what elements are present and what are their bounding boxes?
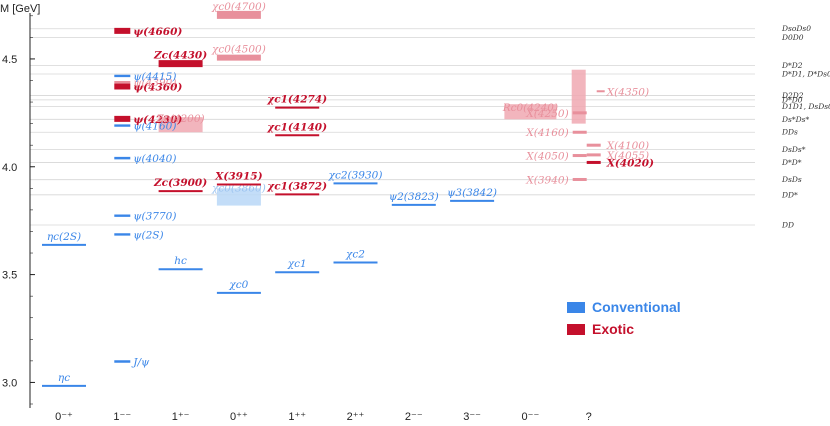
state-label: Zc(4430) (153, 50, 207, 62)
state-label: χc1 (287, 258, 307, 270)
category-label: 3⁻⁻ (463, 411, 481, 423)
threshold-label: D*D1, D*Ds0 (781, 70, 830, 79)
state-label: X(4050) (525, 151, 568, 163)
threshold-label: D0D0 (781, 33, 804, 42)
state-label: X(4020) (606, 157, 654, 169)
threshold-label: D*D2 (781, 61, 803, 70)
category-label: 0⁺⁺ (230, 411, 248, 423)
threshold-label: DD* (781, 190, 798, 199)
state-label: Rc0(4240) (502, 102, 558, 114)
state-band (504, 104, 557, 120)
state-label: ψ(2S) (133, 229, 163, 241)
state-label: ψ(4040) (133, 153, 176, 165)
state-label: X(4350) (606, 86, 649, 98)
legend-label: Conventional (592, 299, 681, 315)
y-axis: M [GeV] 3.0 3.5 4.0 4.5 (0, 3, 40, 408)
state-label: χc0 (228, 279, 248, 291)
state-label: X(4055) (606, 150, 649, 162)
category-label: 0⁻⁻ (522, 411, 540, 423)
state-levels: ηcηc(2S)J/ψψ(2S)ψ(3770)ψ(4040)ψ(4160)ψ(4… (42, 1, 654, 387)
threshold-label: D1D1, DsDs0 (781, 102, 830, 111)
state-label: ψ(4160) (133, 121, 176, 133)
state-band (571, 69, 586, 124)
legend-swatch (567, 302, 585, 313)
threshold-label: D2D2 (781, 91, 804, 100)
threshold-label: DsoDs0 (781, 24, 811, 33)
state-label: ψ(4660) (133, 26, 182, 38)
threshold-label: D*D0 (781, 95, 803, 104)
state-label: J/ψ (131, 357, 150, 369)
state-label: X(4100) (606, 140, 649, 152)
state-label: χc1(4140) (266, 121, 327, 133)
x-axis: 0⁻⁺ 1⁻⁻ 1⁺⁻ 0⁺⁺ 1⁺⁺ 2⁺⁺ 2⁻⁻ 3⁻⁻ 0⁻⁻? (55, 411, 592, 423)
state-label: X(3940) (525, 174, 568, 186)
state-label: Zc(3900) (153, 177, 207, 189)
threshold-label: Ds*Ds* (781, 115, 809, 124)
state-label: χc2(3930) (328, 169, 383, 181)
category-label: 1⁺⁻ (172, 411, 190, 423)
threshold-label: DD (781, 220, 794, 229)
state-label: χc0(3860) (211, 183, 266, 195)
category-label: 2⁻⁻ (405, 411, 423, 423)
state-label: ψ2(3823) (389, 191, 439, 203)
state-label: ψ(4390) (133, 77, 176, 89)
state-label: χc1(3872) (266, 180, 327, 192)
y-tick-label: 3.0 (2, 377, 17, 389)
legend-label: Exotic (592, 321, 634, 337)
y-tick-label: 4.5 (2, 54, 17, 66)
state-label: ηc(2S) (47, 231, 81, 243)
state-label: χc0(4500) (211, 44, 266, 56)
threshold-label: D*D* (781, 158, 802, 167)
state-label: ηc (58, 372, 70, 384)
category-label: 2⁺⁺ (347, 411, 365, 423)
state-label: X(4160) (525, 127, 568, 139)
state-bands (158, 69, 586, 206)
state-label: χc2 (345, 249, 365, 261)
category-label: 1⁻⁻ (113, 411, 131, 423)
y-tick-label: 3.5 (2, 270, 17, 282)
state-label: X(4250) (525, 108, 568, 120)
legend-swatch (567, 324, 585, 335)
legend: Conventional Exotic (567, 299, 681, 337)
category-label: 0⁻⁺ (55, 411, 73, 423)
category-label: ? (586, 411, 592, 423)
state-label: hc (174, 255, 187, 267)
threshold-label: DsDs* (781, 145, 806, 154)
state-label: χc1(4274) (266, 94, 327, 106)
state-label: χc0(4700) (211, 1, 266, 13)
state-label: ψ(4360) (133, 82, 182, 94)
y-tick-label: 4.0 (2, 162, 17, 174)
threshold-label: DsDs (781, 175, 802, 184)
state-label: ψ(4230) (133, 114, 182, 126)
state-label: ψ(4415) (133, 71, 176, 83)
state-label: X(3915) (214, 170, 262, 182)
state-label: Zc(4200) (156, 113, 205, 125)
state-label: ψ(3770) (133, 211, 176, 223)
category-label: 1⁺⁺ (288, 411, 306, 423)
state-band (158, 117, 203, 133)
threshold-label: DDs (781, 128, 798, 137)
y-axis-label: M [GeV] (0, 3, 40, 15)
state-band (216, 188, 261, 206)
state-label: ψ3(3842) (447, 187, 497, 199)
